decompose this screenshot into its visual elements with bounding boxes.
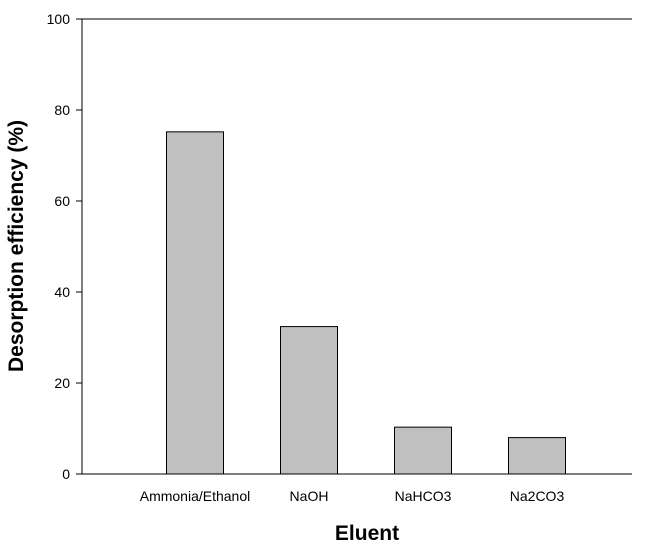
bar-nahco3: [394, 426, 452, 475]
ticks-group: Ammonia/Ethanol NaOH NaHCO3 Na2CO3 0 20 40 60 80…: [47, 11, 565, 504]
y-tick-label: 20: [54, 375, 70, 391]
y-tick-label: 40: [54, 284, 70, 300]
bars-group: [166, 131, 566, 475]
x-tick-label: NaOH: [290, 488, 329, 504]
bar-ammonia-ethanol: [166, 131, 224, 475]
y-tick-label: 0: [62, 466, 70, 482]
bar-na2co3: [508, 437, 566, 475]
axes-group: [81, 18, 632, 475]
x-tick-label: NaHCO3: [395, 488, 452, 504]
x-tick-label: Ammonia/Ethanol: [140, 488, 251, 504]
y-tick-label: 60: [54, 193, 70, 209]
y-axis-title: Desorption efficiency (%): [5, 120, 28, 372]
bar-naoh: [280, 326, 338, 475]
x-tick-label: Na2CO3: [510, 488, 565, 504]
y-tick-label: 100: [47, 11, 71, 27]
x-axis-title: Eluent: [335, 522, 399, 545]
y-tick-label: 80: [54, 102, 70, 118]
